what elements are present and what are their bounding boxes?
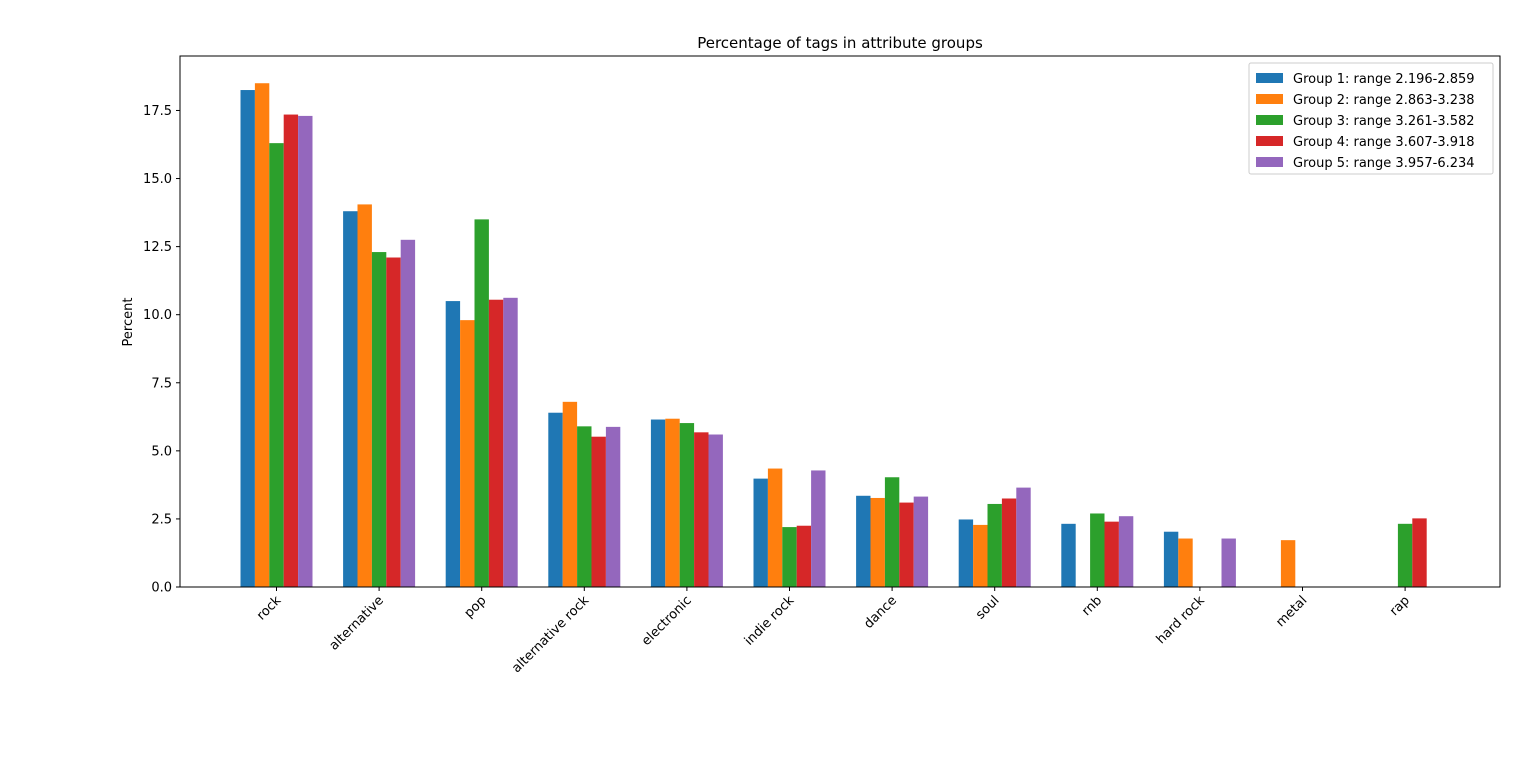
bar (856, 495, 871, 587)
bar (269, 143, 284, 587)
plot-frame (179, 55, 1501, 588)
bar (958, 519, 974, 587)
bar (445, 301, 461, 587)
bar (605, 426, 621, 587)
y-tick-label: 10.0 (143, 308, 172, 323)
bar (240, 90, 255, 587)
legend-swatch (1256, 94, 1283, 104)
bar (811, 470, 826, 587)
y-tick-label: 15.0 (143, 172, 172, 187)
x-tick-label: dance (861, 593, 900, 632)
x-tick-label: alternative (327, 593, 387, 653)
bar (884, 477, 900, 587)
bar (665, 418, 680, 587)
bar (1090, 513, 1105, 587)
bar (1118, 516, 1134, 587)
bar (796, 525, 812, 587)
legend-swatch (1256, 115, 1283, 125)
bar (1397, 523, 1413, 587)
bar (973, 524, 988, 587)
bar (460, 320, 475, 587)
y-tick-label: 7.5 (151, 376, 172, 391)
legend-label: Group 4: range 3.607-3.918 (1293, 135, 1475, 150)
y-axis-label: Percent (121, 298, 136, 347)
legend-swatch (1256, 136, 1283, 146)
bar (1061, 523, 1076, 587)
bar (1163, 531, 1179, 587)
bar (679, 423, 695, 587)
y-tick-label: 0.0 (151, 581, 172, 596)
y-tick-label: 17.5 (143, 104, 172, 119)
bar (591, 436, 606, 587)
bar (562, 401, 578, 587)
bar (283, 114, 299, 588)
legend-swatch (1256, 73, 1283, 83)
y-axis: 0.0 2.5 5.0 7.5 10.0 12.5 15.0 17.5 (143, 104, 180, 596)
y-tick-label: 12.5 (143, 240, 172, 255)
x-tick-label: rnb (1079, 593, 1105, 619)
legend-box (1248, 62, 1494, 175)
bar (1221, 538, 1236, 587)
bar (782, 527, 797, 587)
bar (357, 204, 372, 587)
bar (577, 426, 592, 587)
bar (708, 434, 723, 587)
bar (899, 502, 914, 587)
bar (1001, 498, 1017, 587)
bars-layer (240, 83, 1427, 588)
bar (298, 115, 313, 587)
legend-label: Group 2: range 2.863-3.238 (1293, 93, 1475, 108)
bar (488, 299, 504, 587)
x-axis: rock alternative pop alternative rock electr… (254, 587, 1413, 676)
bar (503, 297, 518, 587)
bar (254, 83, 270, 587)
bar (987, 503, 1002, 587)
y-tick-label: 5.0 (151, 444, 172, 459)
bar (548, 412, 563, 587)
legend-label: Group 5: range 3.957-6.234 (1293, 156, 1475, 171)
bar (1104, 521, 1119, 587)
bar (694, 432, 709, 587)
x-tick-label: rock (254, 593, 285, 624)
bar (870, 497, 885, 587)
chart-title: Percentage of tags in attribute groups (697, 34, 983, 52)
y-tick-label: 2.5 (151, 512, 172, 527)
bar (753, 478, 768, 587)
x-tick-label: hard rock (1154, 593, 1208, 647)
bar (1280, 540, 1296, 587)
x-tick-label: rap (1387, 593, 1413, 619)
x-tick-label: metal (1273, 593, 1310, 630)
bar (371, 252, 387, 587)
x-tick-label: indie rock (742, 593, 798, 649)
bar (400, 239, 416, 587)
bar (650, 419, 666, 587)
legend-label: Group 1: range 2.196-2.859 (1293, 72, 1475, 87)
bar (474, 219, 489, 587)
bar (386, 257, 401, 587)
x-tick-label: pop (462, 593, 490, 621)
bar (913, 496, 929, 587)
bar (1178, 538, 1193, 587)
x-tick-label: alternative rock (509, 593, 592, 676)
x-tick-label: soul (973, 593, 1002, 622)
bar (767, 468, 783, 587)
bar (1412, 518, 1427, 587)
x-tick-label: electronic (639, 593, 695, 649)
legend: Group 1: range 2.196-2.859 Group 2: range… (1248, 62, 1494, 175)
bar (1016, 487, 1031, 587)
legend-label: Group 3: range 3.261-3.582 (1293, 114, 1475, 129)
legend-swatch (1256, 157, 1283, 167)
bar (343, 211, 358, 587)
